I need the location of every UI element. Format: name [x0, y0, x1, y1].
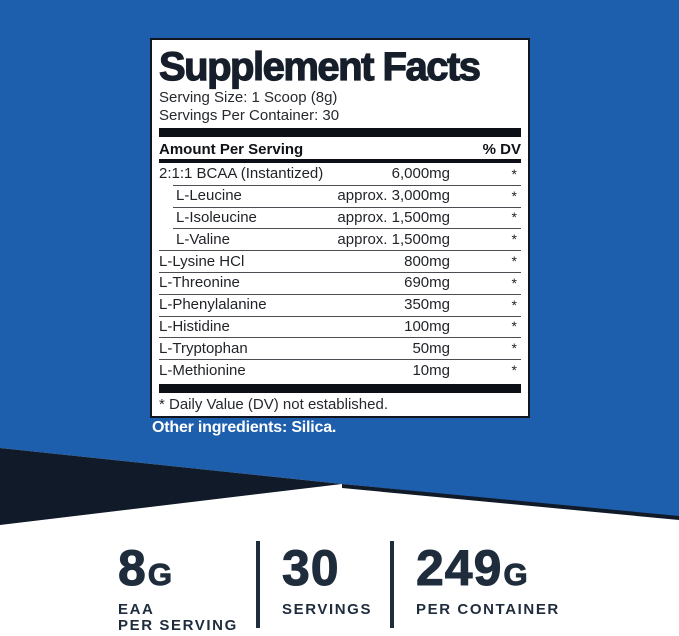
ingredient-dv: * — [511, 187, 517, 204]
stat-label-line: EAA — [118, 601, 155, 618]
stat-per-container: 249 G PER CONTAINER — [415, 540, 560, 618]
stat-number: 8 — [118, 540, 147, 596]
ingredient-name: L-Histidine — [159, 317, 230, 335]
table-row: L-Isoleucine approx. 1,500mg * — [159, 206, 521, 229]
ingredient-dv: * — [511, 253, 517, 270]
ingredient-name: L-Phenylalanine — [159, 296, 267, 314]
stat-unit: G — [503, 557, 529, 592]
stat-label-line: PER SERVING — [118, 616, 238, 634]
ingredient-amount: 10mg — [412, 361, 450, 379]
ingredient-dv: * — [511, 274, 517, 291]
ingredient-dv: * — [511, 318, 517, 335]
stat-label: EAA PER SERVING — [118, 602, 238, 633]
stat-label: PER CONTAINER — [416, 602, 560, 618]
table-row: L-Lysine HCl 800mg * — [159, 250, 521, 272]
table-row: L-Phenylalanine 350mg * — [159, 293, 521, 316]
ingredient-dv: * — [511, 165, 517, 182]
stat-value: 8 G — [118, 540, 238, 596]
ingredient-name: L-Leucine — [176, 187, 242, 205]
divider-bar-top — [159, 128, 521, 137]
stat-label: SERVINGS — [282, 602, 372, 618]
divider-bar-bottom — [159, 383, 521, 393]
ingredient-amount: 690mg — [404, 274, 450, 292]
stat-per-serving: 8 G EAA PER SERVING — [118, 543, 238, 633]
ingredient-table: 2:1:1 BCAA (Instantized) 6,000mg * L-Leu… — [159, 163, 521, 381]
ingredient-amount: approx. 3,000mg — [337, 187, 450, 205]
header-rule — [159, 159, 521, 163]
table-row: L-Leucine approx. 3,000mg * — [159, 184, 521, 207]
ingredient-amount: approx. 1,500mg — [337, 230, 450, 248]
ingredient-name: L-Threonine — [159, 274, 240, 292]
ingredient-dv: * — [511, 362, 517, 379]
stat-divider — [256, 541, 260, 628]
stat-number: 30 — [282, 540, 340, 596]
ingredient-dv: * — [511, 209, 517, 226]
stat-label-line: SERVINGS — [282, 601, 373, 618]
table-header-row: Amount Per Serving % DV — [159, 139, 521, 159]
table-row: 2:1:1 BCAA (Instantized) 6,000mg * — [159, 163, 521, 185]
stat-label-line: PER CONTAINER — [416, 601, 560, 618]
percent-dv-header: % DV — [482, 140, 521, 158]
ingredient-name: L-Isoleucine — [176, 208, 257, 226]
table-row: L-Tryptophan 50mg * — [159, 337, 521, 359]
ingredient-name: 2:1:1 BCAA (Instantized) — [159, 165, 324, 183]
stat-unit: G — [147, 557, 173, 592]
ingredient-amount: 6,000mg — [391, 165, 450, 183]
stat-divider — [390, 541, 394, 628]
ingredient-dv: * — [511, 231, 517, 248]
ingredient-amount: 350mg — [404, 296, 450, 314]
ingredient-amount: approx. 1,500mg — [337, 208, 450, 226]
ingredient-dv: * — [511, 296, 517, 313]
stat-servings: 30 SERVINGS — [282, 543, 372, 618]
servings-per-container-text: Servings Per Container: 30 — [159, 107, 340, 124]
stat-value: 249 G — [415, 540, 560, 596]
ingredient-name: L-Methionine — [159, 361, 246, 379]
table-row: L-Valine approx. 1,500mg * — [159, 228, 521, 250]
ingredient-amount: 50mg — [412, 339, 450, 357]
supplement-facts-panel: Supplement Facts Serving Size: 1 Scoop (… — [150, 38, 530, 418]
dv-footnote: * Daily Value (DV) not established. — [159, 395, 388, 413]
serving-size-text: Serving Size: 1 Scoop (8g) — [159, 89, 338, 106]
ingredient-name: L-Valine — [176, 230, 230, 248]
ingredient-name: L-Lysine HCl — [159, 252, 245, 270]
ingredient-name: L-Tryptophan — [159, 339, 248, 357]
table-row: L-Methionine 10mg * — [159, 359, 521, 381]
table-row: L-Threonine 690mg * — [159, 271, 521, 294]
ingredient-amount: 800mg — [404, 252, 450, 270]
other-ingredients-text: Other ingredients: Silica. — [152, 419, 337, 436]
amount-per-serving-header: Amount Per Serving — [159, 140, 304, 158]
stat-number: 249 — [415, 540, 503, 596]
ingredient-amount: 100mg — [404, 317, 450, 335]
stat-value: 30 — [282, 540, 372, 596]
table-row: L-Histidine 100mg * — [159, 315, 521, 338]
ingredient-dv: * — [511, 340, 517, 357]
panel-title: Supplement Facts — [158, 44, 481, 89]
